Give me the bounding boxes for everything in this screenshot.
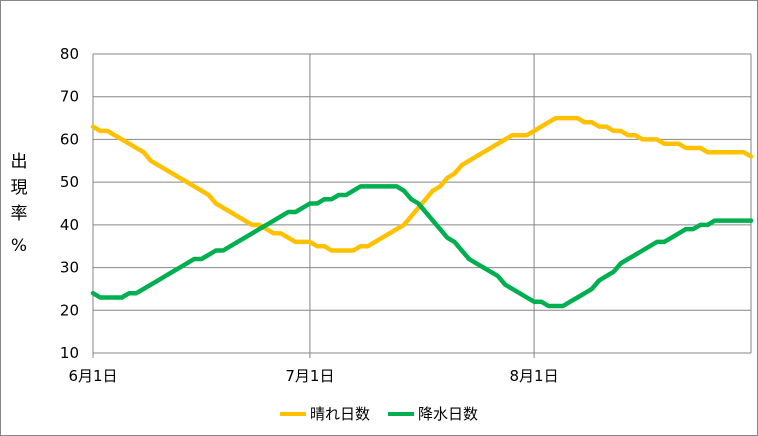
- y-tick-label: 10: [60, 344, 79, 362]
- y-tick-label: 40: [60, 216, 79, 234]
- legend-swatch-rain: [388, 411, 414, 416]
- y-axis-label-char: %: [10, 236, 28, 256]
- legend: 晴れ日数 降水日数: [1, 403, 757, 424]
- y-tick-label: 80: [60, 45, 79, 63]
- y-tick-label: 30: [60, 259, 79, 277]
- y-tick-label: 50: [60, 173, 79, 191]
- y-tick-label: 60: [60, 130, 79, 148]
- legend-label-sunny: 晴れ日数: [309, 405, 370, 423]
- y-tick-label: 20: [60, 301, 79, 319]
- series-line-sunny-days: [90, 115, 754, 253]
- y-axis-label-char: 現: [10, 178, 28, 198]
- y-tick-label: 70: [60, 88, 79, 106]
- x-tick-label: 8月1日: [510, 367, 559, 385]
- y-axis-label: 出 現 率 %: [5, 149, 33, 259]
- series-line-rain-days: [90, 184, 754, 309]
- y-axis-label-char: 率: [10, 204, 28, 224]
- legend-swatch-sunny: [279, 411, 306, 416]
- legend-item-sunny: 晴れ日数: [279, 403, 370, 424]
- legend-label-rain: 降水日数: [418, 405, 479, 423]
- line-chart: 10 20 30 40 50 60 70 80 6月1日 7月1日 8月1日: [60, 45, 754, 385]
- x-tick-label: 7月1日: [285, 367, 334, 385]
- legend-item-rain: 降水日数: [388, 403, 478, 424]
- y-axis-label-char: 出: [10, 152, 28, 172]
- x-tick-label: 6月1日: [68, 367, 117, 385]
